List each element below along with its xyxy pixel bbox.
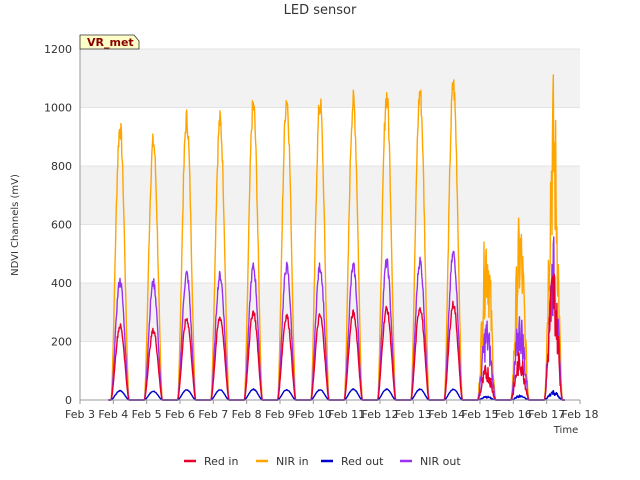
- x-tick-label: Feb 12: [362, 408, 399, 421]
- x-tick-label: Feb 9: [265, 408, 295, 421]
- y-tick-label: 200: [51, 336, 72, 349]
- x-tick-label: Feb 18: [562, 408, 599, 421]
- x-tick-label: Feb 15: [462, 408, 499, 421]
- x-tick-label: Feb 6: [165, 408, 195, 421]
- x-tick-label: Feb 13: [395, 408, 432, 421]
- legend-item-nir-in: NIR in: [256, 455, 309, 468]
- y-tick-label: 400: [51, 277, 72, 290]
- background-band: [80, 49, 580, 108]
- y-axis-label: NDVI Channels (mV): [10, 174, 21, 276]
- legend-label: Red out: [341, 455, 384, 468]
- legend: Red in NIR in Red out NIR out: [184, 455, 461, 468]
- background-band: [80, 166, 580, 225]
- y-tick-label: 1000: [44, 102, 72, 115]
- x-axis-label: Time: [553, 425, 578, 436]
- badge-label: VR_met: [87, 36, 134, 49]
- x-tick-label: Feb 5: [132, 408, 162, 421]
- legend-item-nir-out: NIR out: [400, 455, 461, 468]
- x-tick-label: Feb 11: [328, 408, 365, 421]
- x-tick-label: Feb 14: [428, 408, 465, 421]
- x-tick-label: Feb 4: [98, 408, 128, 421]
- chart-title: LED sensor: [284, 3, 357, 18]
- x-tick-label: Feb 17: [528, 408, 565, 421]
- legend-item-red-in: Red in: [184, 455, 238, 468]
- y-tick-labels: 0 200 400 600 800 1000 1200: [44, 43, 72, 407]
- legend-label: Red in: [204, 455, 238, 468]
- y-tick-label: 0: [65, 394, 72, 407]
- x-tick-label: Feb 8: [232, 408, 262, 421]
- x-tick-labels: Feb 3 Feb 4 Feb 5 Feb 6 Feb 7 Feb 8 Feb 9 Feb 1…: [65, 400, 598, 421]
- legend-label: NIR out: [420, 455, 461, 468]
- x-tick-label: Feb 10: [295, 408, 332, 421]
- y-tick-label: 1200: [44, 43, 72, 56]
- x-tick-label: Feb 3: [65, 408, 95, 421]
- y-tick-label: 800: [51, 160, 72, 173]
- badge-shape: [79, 34, 140, 50]
- y-tick-label: 600: [51, 219, 72, 232]
- legend-label: NIR in: [276, 455, 309, 468]
- x-tick-label: Feb 7: [198, 408, 228, 421]
- background-band: [80, 283, 580, 342]
- x-tick-label: Feb 16: [495, 408, 532, 421]
- legend-item-red-out: Red out: [321, 455, 384, 468]
- axes: [79, 49, 580, 401]
- station-badge: VR_met: [79, 34, 140, 50]
